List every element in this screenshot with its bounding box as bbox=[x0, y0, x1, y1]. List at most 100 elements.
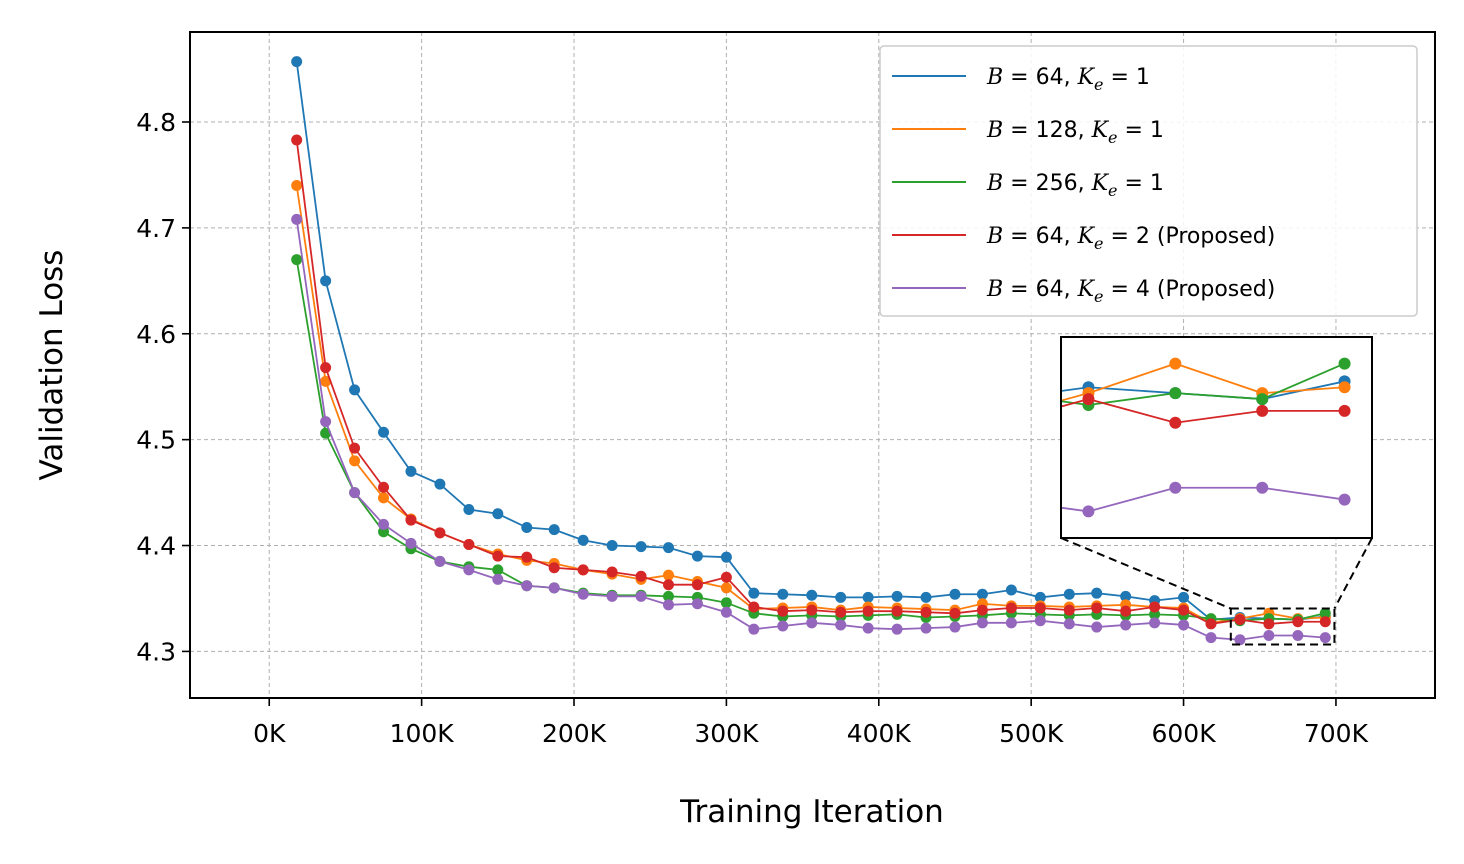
data-point bbox=[548, 524, 560, 536]
legend-label: B = 64, Ke = 4 (Proposed) bbox=[986, 277, 1275, 306]
data-point bbox=[720, 582, 732, 594]
legend-label: B = 64, Ke = 1 bbox=[986, 65, 1150, 94]
data-point bbox=[806, 604, 818, 616]
data-point bbox=[492, 550, 504, 562]
data-point bbox=[606, 566, 618, 578]
inset-frame bbox=[1060, 336, 1373, 539]
data-point bbox=[1319, 607, 1331, 619]
data-point bbox=[577, 564, 589, 576]
data-point bbox=[492, 564, 504, 576]
y-tick-label: 4.5 bbox=[136, 426, 176, 455]
y-tick-label: 4.7 bbox=[136, 214, 176, 243]
data-point bbox=[777, 605, 789, 617]
data-point bbox=[720, 571, 732, 583]
x-tick-label: 300K bbox=[694, 719, 759, 748]
data-point bbox=[662, 599, 674, 611]
inset-data-point bbox=[1169, 387, 1182, 400]
data-point bbox=[1091, 602, 1103, 614]
data-point bbox=[1149, 617, 1161, 629]
data-point bbox=[806, 617, 818, 629]
y-axis-title: Validation Loss bbox=[34, 250, 70, 481]
y-tick-label: 4.8 bbox=[136, 108, 176, 137]
y-tick-label: 4.6 bbox=[136, 320, 176, 349]
x-tick-label: 400K bbox=[847, 719, 912, 748]
data-point bbox=[349, 487, 361, 499]
zoom-indicator bbox=[1060, 537, 1373, 646]
inset-data-point bbox=[1256, 404, 1269, 417]
data-point bbox=[378, 481, 390, 493]
data-point bbox=[691, 579, 703, 591]
data-point bbox=[635, 570, 647, 582]
data-point bbox=[1063, 618, 1075, 630]
data-point bbox=[891, 605, 903, 617]
legend-item: B = 64, Ke = 1 bbox=[892, 65, 1150, 94]
data-point bbox=[434, 527, 446, 539]
y-tick-label: 4.4 bbox=[136, 532, 176, 561]
data-point bbox=[835, 591, 847, 603]
data-point bbox=[891, 623, 903, 635]
data-point bbox=[720, 551, 732, 563]
data-point bbox=[378, 426, 390, 438]
data-point bbox=[806, 589, 818, 601]
data-point bbox=[434, 555, 446, 567]
x-tick-label: 0K bbox=[253, 719, 286, 748]
inset-data-point bbox=[1082, 393, 1095, 406]
data-point bbox=[349, 455, 361, 467]
data-point bbox=[405, 514, 417, 526]
inset-data-point bbox=[1082, 505, 1095, 518]
inset-series-layer bbox=[1061, 357, 1351, 518]
data-point bbox=[748, 587, 760, 599]
data-point bbox=[463, 538, 475, 550]
connector-line bbox=[1060, 537, 1232, 610]
x-tick-label: 100K bbox=[390, 719, 455, 748]
data-point bbox=[606, 590, 618, 602]
data-point bbox=[1205, 632, 1217, 644]
data-point bbox=[976, 588, 988, 600]
inset-data-point bbox=[1169, 481, 1182, 494]
data-point bbox=[606, 540, 618, 552]
data-point bbox=[320, 416, 332, 428]
data-point bbox=[320, 275, 332, 287]
inset-plot bbox=[1060, 336, 1373, 539]
data-point bbox=[1005, 617, 1017, 629]
data-point bbox=[662, 590, 674, 602]
inset-background bbox=[1061, 337, 1372, 538]
data-point bbox=[862, 622, 874, 634]
x-tick-label: 600K bbox=[1151, 719, 1216, 748]
x-tick-label: 200K bbox=[542, 719, 607, 748]
data-point bbox=[291, 254, 303, 266]
data-point bbox=[320, 362, 332, 374]
data-point bbox=[291, 213, 303, 225]
series-5 bbox=[291, 213, 1331, 646]
data-point bbox=[1063, 588, 1075, 600]
data-point bbox=[949, 621, 961, 633]
data-point bbox=[1178, 619, 1190, 631]
inset-data-point bbox=[1338, 404, 1351, 417]
data-point bbox=[320, 375, 332, 387]
x-tick-label: 500K bbox=[999, 719, 1064, 748]
data-point bbox=[662, 569, 674, 581]
data-point bbox=[291, 134, 303, 146]
data-point bbox=[349, 442, 361, 454]
data-point bbox=[976, 617, 988, 629]
data-point bbox=[691, 550, 703, 562]
data-point bbox=[920, 606, 932, 618]
x-tick-label: 700K bbox=[1304, 719, 1369, 748]
inset-data-point bbox=[1338, 381, 1351, 394]
legend-label: B = 128, Ke = 1 bbox=[986, 118, 1164, 147]
legend: B = 64, Ke = 1 B = 128, Ke = 1 B = 256, Ke… bbox=[879, 45, 1418, 317]
data-point bbox=[720, 606, 732, 618]
series-layer bbox=[291, 56, 1331, 646]
data-point bbox=[521, 522, 533, 534]
data-point bbox=[635, 590, 647, 602]
data-point bbox=[577, 588, 589, 600]
inset-series-4 bbox=[1061, 393, 1351, 429]
data-point bbox=[291, 180, 303, 192]
data-point bbox=[777, 620, 789, 632]
data-point bbox=[1034, 615, 1046, 627]
data-point bbox=[1005, 602, 1017, 614]
inset-data-point bbox=[1169, 357, 1182, 370]
data-point bbox=[949, 588, 961, 600]
